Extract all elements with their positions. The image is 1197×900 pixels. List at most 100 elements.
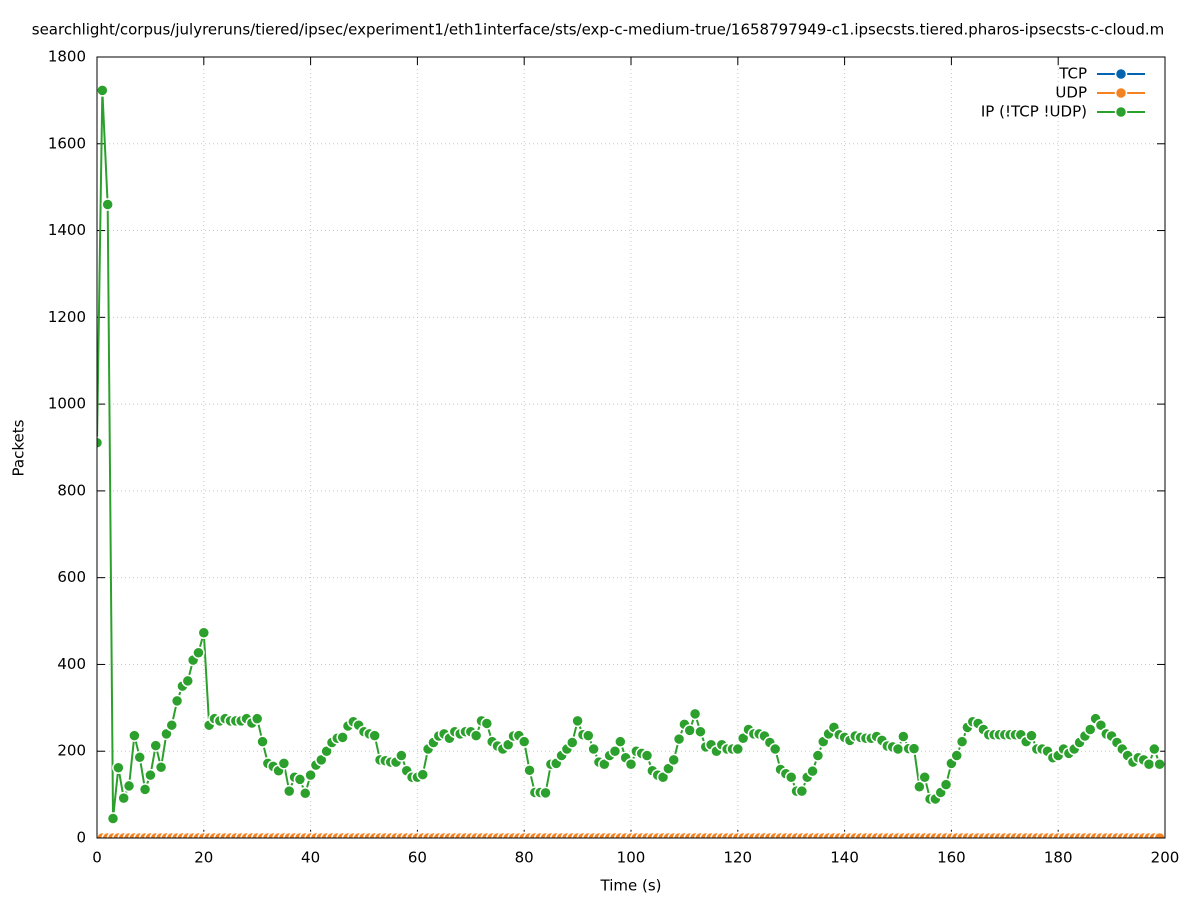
data-point xyxy=(1083,723,1097,736)
legend-label: TCP xyxy=(1058,65,1087,83)
y-tick-label: 1400 xyxy=(48,221,86,239)
data-point xyxy=(336,731,349,744)
data-point xyxy=(480,717,494,730)
x-tick-label: 0 xyxy=(92,849,102,867)
data-point xyxy=(97,84,109,97)
data-point xyxy=(106,812,120,825)
data-point xyxy=(192,646,205,659)
data-point xyxy=(614,735,627,748)
data-point xyxy=(907,742,921,755)
data-point xyxy=(688,707,702,721)
x-tick-label: 120 xyxy=(723,849,752,867)
chart-title: searchlight/corpus/julyreruns/tiered/ips… xyxy=(32,21,1165,39)
data-point xyxy=(117,791,130,805)
x-tick-label: 20 xyxy=(194,849,213,867)
data-point xyxy=(144,768,157,782)
data-point xyxy=(165,718,179,732)
data-point xyxy=(469,729,483,742)
data-point xyxy=(416,768,429,781)
data-point xyxy=(1142,757,1156,771)
legend-marker xyxy=(1114,86,1128,100)
plot-border xyxy=(96,56,1166,839)
data-point xyxy=(806,764,819,778)
y-tick-label: 1600 xyxy=(48,134,86,152)
data-point xyxy=(582,729,595,742)
x-tick-label: 60 xyxy=(408,849,427,867)
y-tick-label: 800 xyxy=(57,481,86,499)
data-point xyxy=(181,674,195,688)
data-point xyxy=(170,694,184,708)
y-tick-label: 1000 xyxy=(48,395,86,413)
data-point xyxy=(149,739,162,752)
data-point xyxy=(891,742,905,756)
data-point xyxy=(523,764,536,777)
x-tick-label: 80 xyxy=(515,849,534,867)
x-tick-label: 200 xyxy=(1151,849,1180,867)
grid: 0 200 400 600 800 1000 1200 1400 1600 1800 0 20 40 60… xyxy=(48,48,1180,867)
legend-marker xyxy=(1114,105,1128,119)
data-point xyxy=(784,771,798,784)
data-point xyxy=(277,757,291,770)
data-point xyxy=(133,751,146,764)
data-point xyxy=(608,744,622,758)
data-point xyxy=(128,729,141,742)
data-point xyxy=(112,761,125,774)
data-point xyxy=(1025,729,1038,742)
data-point xyxy=(299,787,312,800)
data-point xyxy=(256,735,269,748)
data-point xyxy=(811,749,825,762)
y-axis-label: Packets xyxy=(10,419,28,476)
y-tick-label: 1800 xyxy=(48,48,86,66)
x-tick-label: 140 xyxy=(830,849,859,867)
data-point xyxy=(1153,831,1165,838)
data-point xyxy=(197,626,211,640)
data-point xyxy=(672,732,686,746)
legend-label: IP (!TCP !UDP) xyxy=(981,103,1087,121)
data-point xyxy=(97,436,104,449)
data-point xyxy=(154,761,168,774)
data-point xyxy=(304,768,317,782)
data-point xyxy=(955,735,969,748)
x-axis-label: Time (s) xyxy=(600,877,662,895)
legend-marker xyxy=(1114,67,1128,81)
data-point xyxy=(624,757,638,771)
x-tick-label: 100 xyxy=(617,849,646,867)
data-point xyxy=(1148,742,1161,756)
y-tick-label: 200 xyxy=(57,742,86,760)
data-point xyxy=(539,786,552,800)
x-tick-label: 160 xyxy=(937,849,966,867)
data-point xyxy=(250,712,264,725)
data-point xyxy=(282,784,296,798)
x-tick-label: 40 xyxy=(301,849,320,867)
data-point xyxy=(694,725,707,738)
data-point xyxy=(667,753,680,767)
data-point xyxy=(918,771,931,784)
data-point xyxy=(138,783,152,796)
data-point xyxy=(950,749,963,762)
y-tick-label: 0 xyxy=(76,829,86,847)
data-point xyxy=(913,780,926,794)
y-tick-label: 400 xyxy=(57,655,86,673)
legend-label: UDP xyxy=(1055,84,1087,102)
data-point xyxy=(683,724,696,737)
data-point xyxy=(571,714,584,728)
data-point xyxy=(795,784,809,798)
data-point xyxy=(368,729,381,742)
data-point xyxy=(395,749,408,762)
y-tick-label: 1200 xyxy=(48,308,86,326)
data-point xyxy=(768,742,782,756)
data-point xyxy=(939,778,953,791)
y-tick-label: 600 xyxy=(57,568,86,586)
data-point xyxy=(293,773,307,786)
data-point xyxy=(566,736,579,749)
data-point xyxy=(517,735,531,748)
data-point xyxy=(122,779,136,793)
data-point xyxy=(101,198,114,211)
data-point xyxy=(731,742,745,756)
data-point xyxy=(587,742,600,756)
plot-area xyxy=(97,84,1165,838)
data-point xyxy=(640,749,654,762)
data-point xyxy=(897,730,910,743)
